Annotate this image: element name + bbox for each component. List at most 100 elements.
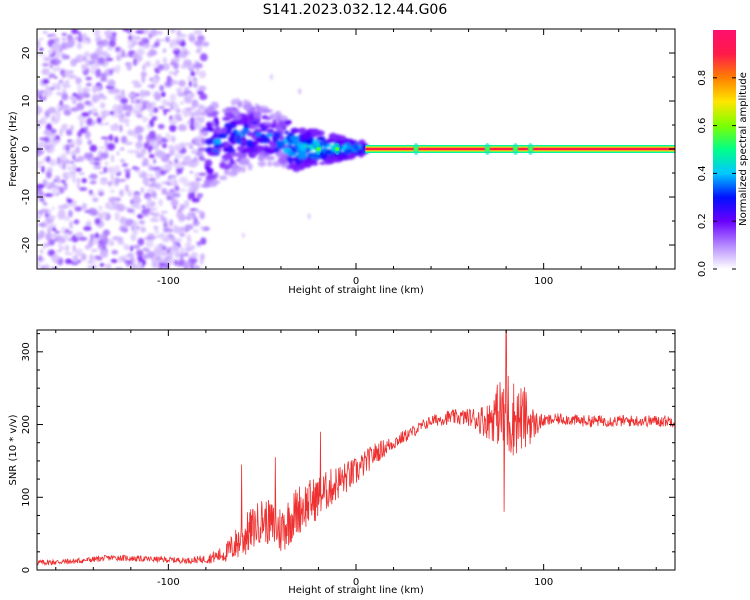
noise-blob	[166, 75, 172, 84]
noise-blob	[74, 206, 83, 212]
noise-blob	[149, 112, 154, 118]
noise-blob	[61, 92, 69, 101]
noise-blob	[85, 59, 90, 68]
noise-blob	[104, 161, 109, 166]
noise-blob	[184, 224, 194, 231]
noise-blob	[82, 92, 89, 98]
noise-blob	[170, 29, 176, 34]
noise-blob	[47, 227, 52, 234]
transition-blob	[228, 145, 234, 152]
noise-blob	[67, 172, 75, 179]
noise-blob	[161, 137, 166, 142]
transition-blob	[265, 132, 275, 137]
noise-blob	[129, 245, 134, 252]
carrier-bright-spot	[335, 147, 340, 151]
noise-blob	[141, 74, 146, 84]
colorbar-tick-label: 0.2	[697, 213, 708, 229]
noise-blob	[133, 58, 137, 66]
noise-blob	[95, 37, 101, 43]
transition-blob	[289, 135, 300, 141]
noise-blob	[81, 34, 86, 43]
noise-blob	[184, 242, 192, 249]
noise-blob	[61, 37, 67, 41]
noise-blob	[69, 220, 73, 230]
noise-blob	[137, 238, 145, 246]
noise-blob	[136, 249, 142, 253]
noise-blob	[162, 109, 171, 112]
noise-blob	[42, 63, 49, 67]
noise-blob	[114, 212, 120, 219]
noise-blob	[135, 141, 143, 149]
noise-blob	[53, 137, 57, 142]
noise-blob	[160, 91, 166, 98]
transition-blob	[271, 133, 278, 141]
noise-blob	[180, 101, 184, 105]
transition-blob	[242, 99, 250, 104]
noise-blob	[188, 257, 198, 264]
noise-blob	[162, 48, 167, 53]
noise-blob	[104, 30, 113, 37]
transition-blob	[255, 136, 263, 143]
x-tick-label: -100	[157, 577, 180, 588]
transition-blob	[279, 115, 288, 121]
noise-blob	[125, 171, 131, 180]
noise-blob	[169, 124, 177, 132]
noise-blob	[194, 136, 198, 146]
noise-blob	[64, 252, 74, 256]
noise-blob	[169, 39, 175, 48]
noise-blob	[93, 112, 99, 117]
transition-blob	[257, 160, 266, 167]
noise-blob	[102, 229, 111, 236]
noise-blob	[101, 50, 109, 57]
noise-blob	[126, 62, 132, 71]
noise-blob	[201, 116, 205, 120]
noise-blob	[140, 187, 145, 194]
noise-blob	[179, 252, 185, 260]
transition-blob	[230, 120, 240, 125]
noise-blob	[84, 100, 92, 106]
noise-blob	[102, 39, 109, 47]
noise-blob	[37, 160, 40, 168]
noise-blob	[107, 79, 116, 87]
noise-blob	[54, 110, 61, 118]
noise-blob	[62, 144, 67, 152]
noise-blob	[90, 249, 98, 252]
noise-blob	[151, 191, 157, 198]
noise-blob	[93, 165, 102, 170]
noise-blob	[158, 198, 163, 207]
noise-blob	[127, 150, 137, 154]
transition-blob	[214, 125, 221, 134]
transition-blob	[257, 156, 266, 161]
noise-blob	[131, 203, 140, 209]
noise-blob	[69, 140, 76, 146]
noise-blob	[199, 53, 208, 62]
carrier-bright-spot	[414, 147, 419, 151]
noise-blob	[98, 243, 103, 249]
noise-blob	[75, 231, 84, 239]
noise-blob	[52, 69, 58, 73]
noise-blob	[60, 179, 66, 183]
noise-blob	[110, 259, 118, 263]
y-tick-label: 0	[21, 567, 32, 573]
noise-blob	[131, 227, 139, 236]
snr-plot-area	[37, 330, 675, 570]
noise-blob	[135, 93, 140, 97]
noise-blob	[95, 232, 100, 239]
noise-blob	[147, 212, 154, 215]
transition-blob	[296, 142, 303, 148]
noise-blob	[61, 70, 66, 79]
snr-ticks: -100 0 100 0 100 200 300	[21, 330, 675, 588]
noise-blob	[47, 106, 57, 114]
y-tick-label: 0	[21, 146, 32, 152]
noise-blob	[126, 129, 135, 136]
noise-blob	[60, 124, 68, 131]
noise-blob	[148, 183, 157, 188]
noise-blob	[187, 76, 192, 81]
transition-blob	[255, 105, 262, 112]
noise-blob	[139, 220, 145, 225]
noise-blob	[169, 189, 176, 192]
noise-blob	[94, 255, 102, 260]
noise-blob	[78, 172, 85, 175]
transition-blob	[204, 138, 214, 145]
